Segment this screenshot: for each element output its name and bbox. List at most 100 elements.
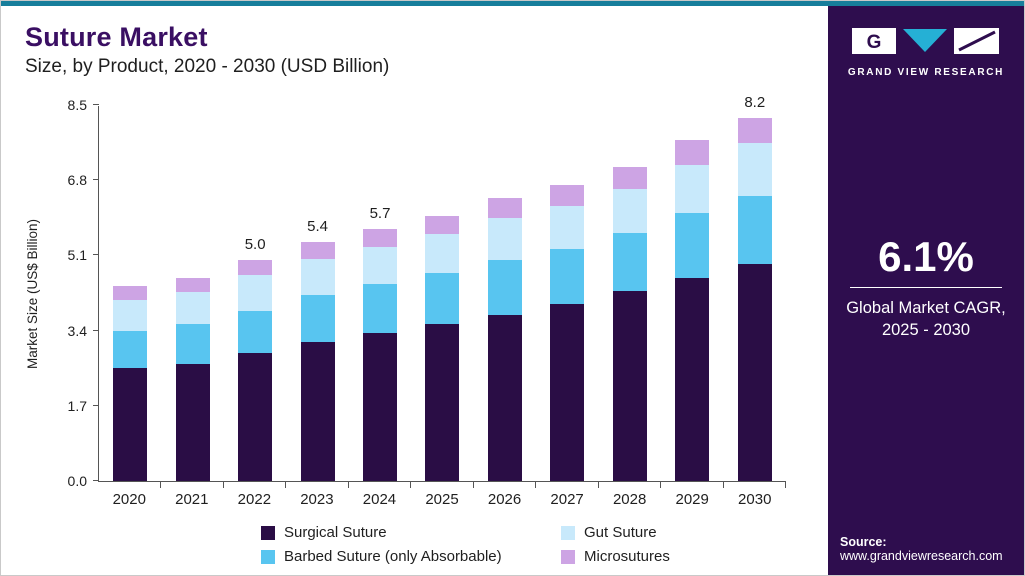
logo-wrap: G GRAND VIEW RESEARCH — [848, 26, 1004, 78]
x-tick-label: 2026 — [487, 491, 522, 508]
source-block: Source: www.grandviewresearch.com — [828, 535, 1003, 575]
bar-segment — [175, 363, 210, 481]
bar-value-label: 8.2 — [744, 94, 766, 112]
legend-label: Surgical Suture — [284, 524, 387, 541]
y-tick-label: 6.8 — [67, 172, 87, 189]
y-axis-title: Market Size (US$ Billion) — [25, 218, 40, 370]
svg-text:G: G — [867, 32, 882, 53]
source-label: Source: — [840, 535, 887, 549]
bar-segment — [737, 264, 772, 481]
y-tick-mark — [93, 104, 99, 105]
x-tick-label: 2021 — [175, 491, 209, 508]
bar-column: 8.2 — [724, 94, 787, 488]
bar-value-label: 5.0 — [244, 235, 266, 253]
stacked-bar — [487, 197, 522, 481]
stacked-bar — [425, 215, 460, 481]
bar-column: 5.0 — [224, 236, 287, 489]
legend-item: Barbed Suture (only Absorbable) — [261, 548, 561, 565]
bar-segment — [238, 352, 273, 481]
bar-segment — [425, 273, 460, 324]
legend-label: Barbed Suture (only Absorbable) — [284, 548, 502, 565]
y-tick-mark — [93, 329, 99, 331]
bar-column — [161, 277, 225, 489]
bar-segment — [487, 197, 522, 218]
stacked-bar — [675, 140, 710, 481]
y-tick-label: 1.7 — [67, 397, 87, 414]
y-tick-mark — [93, 404, 99, 406]
bar-segment — [363, 228, 398, 247]
stacked-bar — [550, 184, 585, 481]
y-tick-label: 3.4 — [67, 322, 87, 339]
legend-swatch — [561, 549, 575, 564]
bar-segment — [363, 246, 398, 285]
bar-segment — [612, 233, 647, 291]
gvr-logo: G — [851, 28, 999, 54]
bar-segment — [113, 330, 148, 369]
stacked-bar: 5.4 — [300, 218, 335, 481]
bar-value-label: 5.7 — [369, 204, 391, 222]
legend-label: Microsutures — [584, 548, 670, 565]
bar-column: 5.7 — [349, 205, 412, 489]
source-url: www.grandviewresearch.com — [840, 549, 1003, 563]
bar-segment — [487, 217, 522, 260]
legend-swatch — [261, 549, 275, 564]
x-tick-label: 2028 — [612, 491, 647, 508]
cagr-caption-line1: Global Market CAGR, — [846, 299, 1006, 317]
legend-label: Gut Suture — [584, 524, 657, 541]
bar-value-label: 5.4 — [307, 218, 328, 236]
legend-item: Surgical Suture — [261, 524, 561, 541]
cagr-divider — [849, 287, 1002, 288]
stacked-bar — [612, 167, 647, 481]
y-tick-label: 8.5 — [67, 97, 87, 113]
bar-column — [536, 184, 600, 489]
legend-item: Microsutures — [561, 548, 861, 565]
stacked-bar: 5.0 — [238, 236, 273, 481]
content: Suture Market Size, by Product, 2020 - 2… — [1, 6, 1024, 575]
bar-segment — [737, 195, 772, 265]
bar-segment — [175, 277, 210, 293]
stacked-bar — [113, 286, 148, 481]
bar-segment — [175, 324, 210, 364]
chart: Market Size (US$ Billion) 5.0 5.4 5.7 8.2 0… — [25, 94, 818, 565]
stacked-bar — [175, 277, 210, 481]
stacked-bar: 8.2 — [737, 94, 772, 481]
bar-segment — [113, 368, 148, 481]
bar-column — [474, 197, 537, 489]
legend-swatch — [561, 525, 575, 540]
cagr-caption-line2: 2025 - 2030 — [881, 321, 971, 340]
bar-segment — [300, 295, 335, 342]
sidebar: G GRAND VIEW RESEARCH 6.1% Global Market… — [828, 6, 1024, 575]
stacked-bar: 5.7 — [363, 205, 398, 481]
bar-segment — [300, 341, 335, 481]
legend-item: Gut Suture — [561, 524, 861, 541]
bar-segment — [737, 118, 772, 143]
bar-segment — [612, 189, 647, 234]
bar-segment — [550, 184, 585, 206]
y-tick-label: 5.1 — [67, 247, 87, 264]
bar-segment — [675, 164, 710, 214]
bar-segment — [300, 259, 335, 296]
plot-outer: 5.0 5.4 5.7 8.2 0.0 1.7 3.4 5.1 6.8 8.5 2020 2021… — [46, 94, 861, 565]
bar-segment — [550, 205, 585, 249]
bar-segment — [550, 248, 585, 305]
bar-segment — [737, 142, 772, 196]
bar-segment — [238, 259, 273, 276]
x-tick-label: 2023 — [300, 491, 334, 508]
bar-segment — [425, 324, 460, 481]
legend-swatch — [261, 525, 275, 540]
x-tick-label: 2030 — [738, 491, 772, 508]
bar-segment — [300, 242, 335, 260]
y-tick-mark — [93, 254, 99, 256]
bar-column — [661, 140, 724, 488]
logo-triangle-icon — [902, 29, 947, 52]
x-axis-labels: 2020 2021 2022 2023 2024 2025 2026 2027 2028 2029… — [98, 482, 786, 508]
bar-column — [599, 167, 662, 488]
bar-segment — [675, 140, 710, 165]
bar-segment — [487, 315, 522, 481]
legend: Surgical Suture Gut Suture Barbed Suture (… — [261, 524, 861, 565]
bar-segment — [675, 213, 710, 278]
x-tick-label: 2020 — [112, 491, 146, 508]
bar-segment — [363, 284, 398, 333]
page-title: Suture Market — [25, 22, 208, 52]
